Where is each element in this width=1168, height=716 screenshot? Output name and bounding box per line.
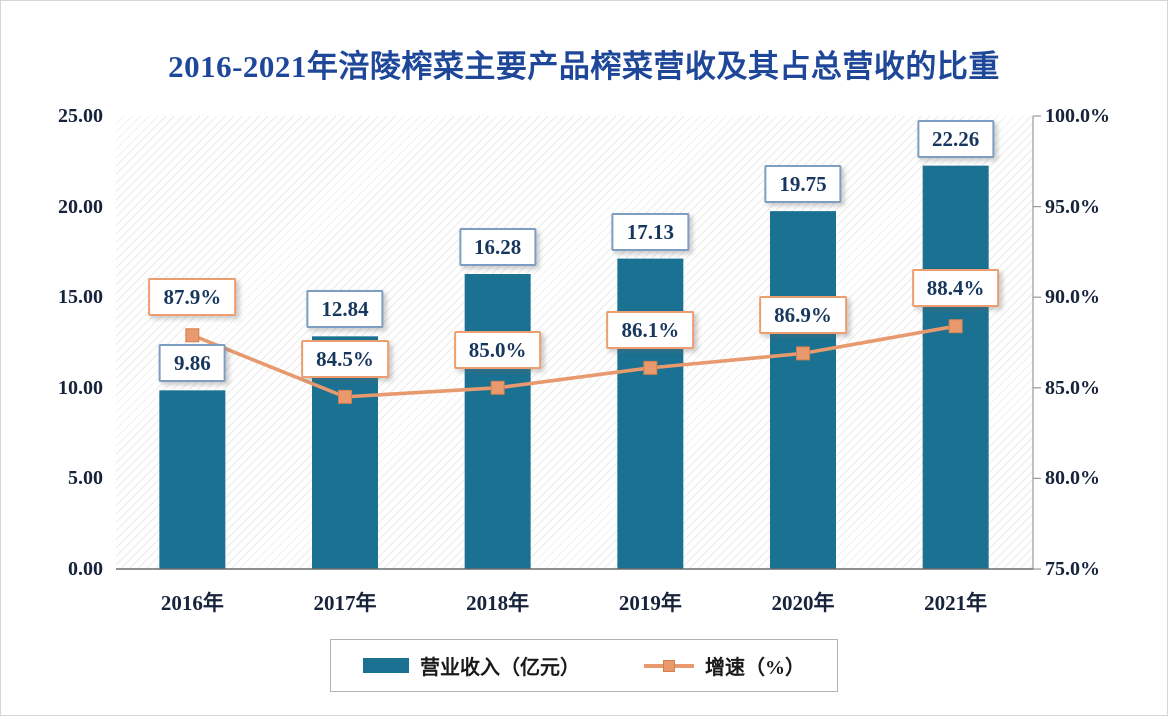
bar-value-label: 16.28 [459,228,537,266]
bar-value-label: 9.86 [158,344,226,383]
left-axis-label: 25.00 [58,105,103,127]
x-axis-label: 2019年 [618,591,682,615]
right-axis-label: 85.0% [1045,376,1100,399]
x-axis-label: 2016年 [160,591,224,615]
revenue-bar-2016年 [159,390,226,569]
legend-item-growth: 增速（%） [644,651,805,680]
x-axis-label: 2017年 [313,591,377,615]
growth-line-marker [185,328,200,343]
growth-value-label: 86.9% [759,296,847,335]
right-axis-label: 75.0% [1045,558,1100,580]
left-axis-label: 0.00 [68,558,103,580]
revenue-bar-2019年 [617,258,684,569]
bar-value-label: 22.26 [917,119,995,158]
chart-title: 2016-2021年涪陵榨菜主要产品榨菜营收及其占总营收的比重 [168,49,1000,84]
line-swatch-icon [644,659,694,672]
legend: 营业收入（亿元） 增速（%） [330,639,838,692]
x-axis-label: 2018年 [466,591,530,615]
right-axis-label: 90.0% [1045,286,1100,309]
growth-value-label: 85.0% [453,330,542,369]
growth-line-marker [338,389,352,404]
x-axis-label: 2021年 [924,591,988,615]
right-axis-label: 80.0% [1045,467,1100,490]
bar-value-label: 19.75 [764,165,842,204]
bar-swatch-icon [363,658,409,673]
growth-line-marker [643,360,658,375]
growth-value-label: 88.4% [911,269,1000,308]
plot-area-hatch-background [116,116,1032,569]
revenue-bar-2020年 [770,211,836,569]
left-axis-label: 20.00 [58,195,103,218]
growth-line-marker [796,346,810,361]
growth-line-marker [490,380,505,395]
right-axis-label: 100.0% [1045,105,1110,127]
growth-line [191,324,956,399]
bar-value-label: 17.13 [611,212,689,251]
revenue-bar-2018年 [464,274,531,569]
x-axis-label: 2020年 [771,591,835,615]
growth-value-label: 87.9% [148,278,237,317]
left-axis-label: 5.00 [68,467,103,490]
legend-label-revenue: 营业收入（亿元） [420,657,580,679]
growth-value-label: 86.1% [606,310,695,349]
line-marker-icon [663,659,675,672]
left-axis-label: 10.00 [58,376,103,399]
left-axis-label: 15.00 [58,286,103,309]
legend-label-growth: 增速（%） [705,657,805,679]
bar-value-label: 12.84 [306,290,384,329]
revenue-bar-2021年 [922,165,989,569]
right-axis-label: 95.0% [1045,195,1100,218]
growth-line-marker [948,319,963,334]
growth-value-label: 84.5% [301,339,389,378]
legend-item-revenue: 营业收入（亿元） [363,651,580,680]
